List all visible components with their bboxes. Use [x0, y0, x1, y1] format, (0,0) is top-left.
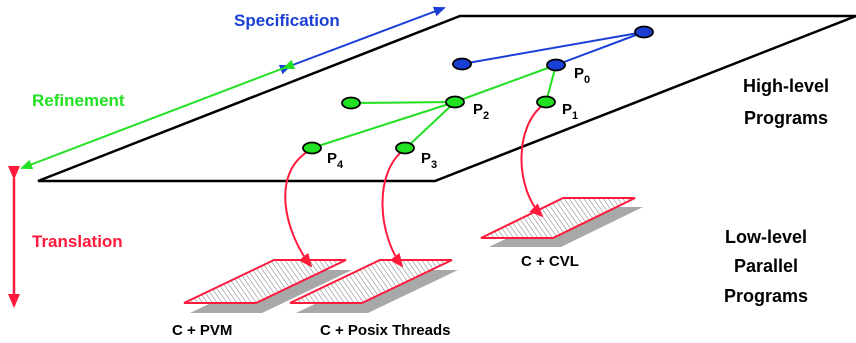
program-nodes [302, 25, 654, 155]
label-p4: P4 [327, 150, 344, 171]
node-p2 [445, 95, 465, 109]
target-labels: C + PVM C + Posix Threads C + CVL [172, 253, 579, 339]
program-labels: P0 P1 P2 P3 P4 [327, 65, 590, 171]
label-p1: P1 [562, 101, 578, 122]
node-left [341, 96, 361, 110]
node-p1 [536, 95, 556, 109]
label-cvl: C + CVL [521, 253, 579, 270]
low-level-label: Low-level Parallel Programs [724, 227, 808, 306]
node-spec-left [452, 57, 472, 71]
high-level-label: High-level Programs [743, 76, 829, 128]
refinement-label: Refinement [32, 91, 125, 110]
label-p3: P3 [421, 150, 437, 171]
svg-text:Programs: Programs [744, 108, 828, 128]
specification-label: Specification [234, 11, 340, 30]
svg-text:Programs: Programs [724, 286, 808, 306]
translation-arrows [284, 102, 547, 268]
refinement-arrow [20, 59, 296, 170]
svg-text:Low-level: Low-level [725, 227, 807, 247]
node-p3 [395, 141, 415, 155]
label-p2: P2 [473, 101, 489, 122]
svg-text:High-level: High-level [743, 76, 829, 96]
translation-label: Translation [32, 232, 123, 251]
node-p0 [546, 58, 566, 72]
label-pvm: C + PVM [172, 322, 232, 339]
node-p4 [302, 141, 322, 155]
low-level-sheet-posix [289, 259, 453, 304]
label-p0: P0 [574, 65, 590, 86]
low-level-sheet-pvm [183, 259, 347, 304]
label-posix: C + Posix Threads [320, 322, 450, 339]
svg-text:Parallel: Parallel [734, 256, 798, 276]
specification-edges [461, 31, 645, 66]
node-spec-top [634, 25, 654, 39]
specification-arrow [278, 6, 446, 75]
